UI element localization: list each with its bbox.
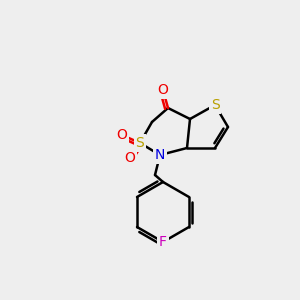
Text: F: F — [159, 235, 167, 249]
Text: O: O — [158, 83, 168, 97]
Text: S: S — [211, 98, 219, 112]
Text: O: O — [117, 128, 128, 142]
Text: N: N — [155, 148, 165, 162]
Text: O: O — [124, 151, 135, 165]
Text: S: S — [136, 136, 144, 150]
